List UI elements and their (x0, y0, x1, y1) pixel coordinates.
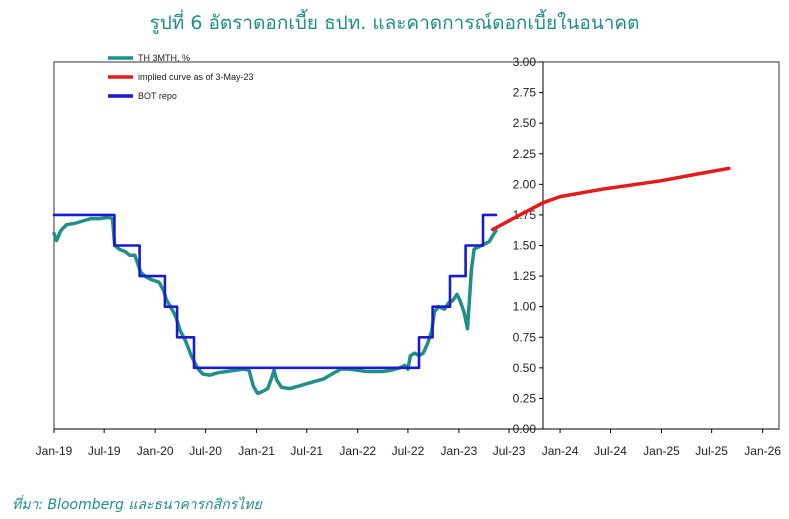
x-tick-label: Jan-24 (542, 444, 579, 458)
y-tick-label: 1.75 (513, 208, 537, 222)
x-tick-label: Jan-21 (238, 444, 275, 458)
x-tick-label: Jul-20 (189, 444, 222, 458)
y-tick-label: 2.75 (513, 86, 537, 100)
x-tick-label: Jan-25 (643, 444, 680, 458)
x-tick-label: Jul-24 (594, 444, 627, 458)
x-tick-label: Jan-22 (339, 444, 376, 458)
y-tick-label: 1.25 (513, 269, 537, 283)
x-tick-label: Jan-20 (137, 444, 174, 458)
y-tick-label: 2.25 (513, 147, 537, 161)
series-line-2 (52, 213, 498, 370)
x-tick-label: Jan-26 (744, 444, 781, 458)
plot-area (53, 61, 780, 430)
y-tick-label: 1.50 (513, 239, 537, 253)
y-tick-label: 3.00 (513, 55, 537, 69)
x-tick-label: Jul-19 (88, 444, 121, 458)
x-tick-label: Jul-23 (493, 444, 526, 458)
y-tick-label: 0.75 (513, 330, 537, 344)
axes: 3.00 2.75 2.50 2.25 2.00 1.75 1.50 1.25 1.00 0.75… (36, 55, 782, 458)
y-tick-label: 1.00 (513, 300, 537, 314)
legend-label: TH 3MTH, % (138, 53, 190, 63)
x-tick-label: Jan-23 (441, 444, 478, 458)
legend: TH 3MTH, % implied curve as of 3-May-23 BO… (108, 53, 254, 101)
y-tick-label: 2.50 (513, 116, 537, 130)
source-note: ที่มา: Bloomberg และธนาคารกสิกรไทย (12, 497, 262, 513)
y-tick-label: 0.00 (513, 422, 537, 436)
legend-label: BOT repo (138, 91, 177, 101)
x-tick-label: Jan-19 (36, 444, 73, 458)
series-line-0 (52, 215, 498, 396)
y-tick-label: 0.25 (513, 391, 537, 405)
x-tick-label: Jul-22 (392, 444, 425, 458)
legend-label: implied curve as of 3-May-23 (138, 72, 254, 82)
chart-title: รูปที่ 6 อัตราดอกเบี้ย ธปท. และคาดการณ์ด… (149, 12, 640, 34)
x-tick-label: Jul-25 (695, 444, 728, 458)
x-tick-label: Jul-21 (290, 444, 323, 458)
y-tick-label: 2.00 (513, 177, 537, 191)
series-line-1 (490, 166, 731, 232)
y-tick-label: 0.50 (513, 361, 537, 375)
series-group (52, 166, 731, 396)
